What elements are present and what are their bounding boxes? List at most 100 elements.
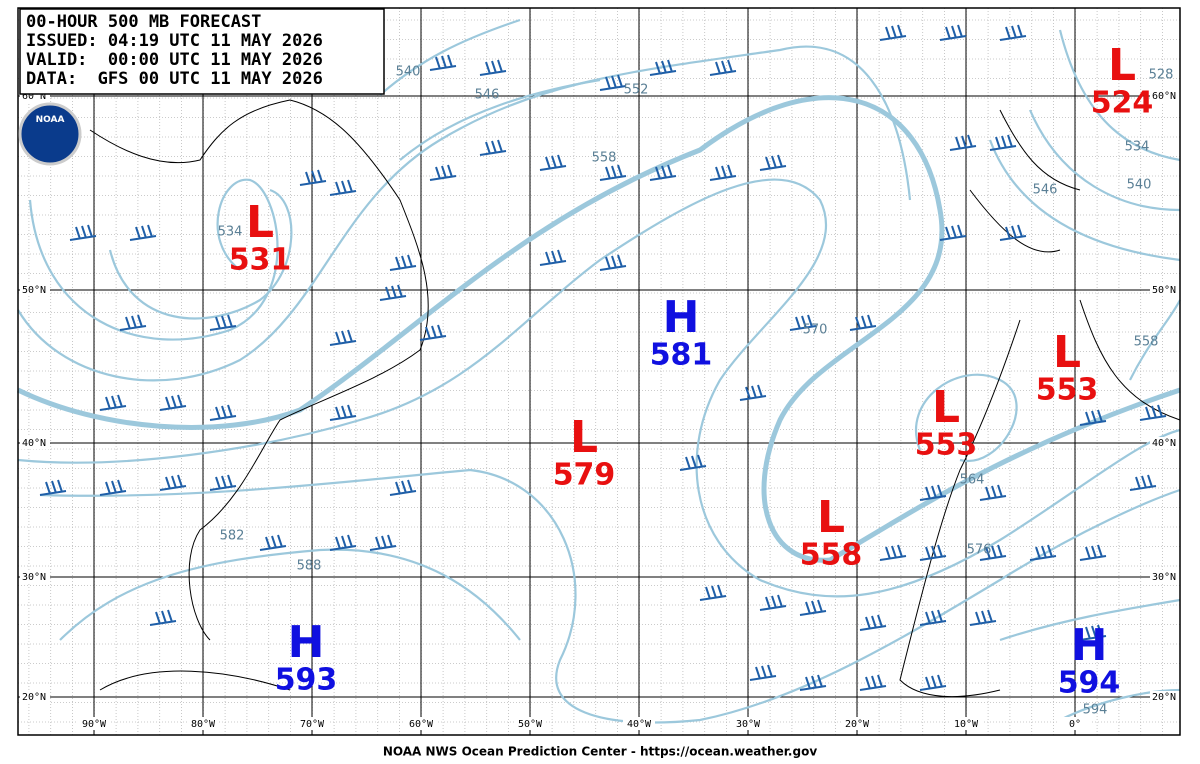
wind-barb [1129,474,1157,491]
lat-label: 60°N [22,91,46,102]
wind-barb [919,544,947,561]
contour-label: 546 [1033,183,1058,198]
lon-label-box [623,717,655,730]
wind-barb [389,479,417,496]
center-symbol: L [932,382,960,433]
wind-barb [939,224,967,241]
lon-label: 40°W [627,719,652,730]
wind-barb [649,59,677,76]
lon-label: 0° [1069,719,1081,730]
contour-label: 576 [967,543,992,558]
center-symbol: L [1108,40,1136,91]
logo [18,102,82,166]
wind-barb [979,544,1007,561]
wind-barb [679,454,707,471]
header-box [19,8,385,95]
wind-barb [919,484,947,501]
center-symbol: L [246,197,274,248]
contour-label: 558 [1134,335,1159,350]
lon-label-box [1059,717,1091,730]
center-symbol: H [288,617,325,668]
wind-barb [709,164,737,181]
lon-label-box [950,717,982,730]
wind-barb [209,314,237,331]
wind-barb [329,329,357,346]
wind-barb [379,284,407,301]
header-line: ISSUED: 04:19 UTC 11 MAY 2026 [26,31,323,51]
logo-text: NOAA [36,115,65,125]
lon-label-box [732,717,764,730]
wind-barb [539,154,567,171]
wind-barb [69,224,97,241]
header-line: 00-HOUR 500 MB FORECAST [26,12,261,32]
lat-label-box [1150,691,1180,703]
wind-barb [799,599,827,616]
wind-barb [789,314,817,331]
center-value: 553 [1036,373,1099,408]
contour-label: 588 [297,559,322,574]
contours [16,18,1181,724]
wind-barb [1139,404,1167,421]
center-value: 531 [229,243,292,278]
lat-label-box [1150,571,1180,583]
lon-label: 60°W [409,719,434,730]
contour-label: 546 [475,88,500,103]
lat-label: 60°N [1152,91,1176,102]
wind-barb [979,484,1007,501]
lat-label: 30°N [22,572,46,583]
wind-barb [99,479,127,496]
lat-label: 50°N [22,285,46,296]
lon-label: 20°W [845,719,870,730]
lon-label-box [78,717,110,730]
lon-label: 30°W [736,719,761,730]
wind-barb [879,544,907,561]
center-value: 581 [650,338,713,373]
wind-barb [699,584,727,601]
lat-label-box [1150,437,1180,449]
wind-barb [119,314,147,331]
wind-barb [1029,544,1057,561]
contour-label: 564 [960,473,985,488]
center-value: 594 [1058,666,1121,701]
lon-label-box [841,717,873,730]
wind-barb [329,179,357,196]
contour-label: 558 [592,151,617,166]
wind-barb [799,674,827,691]
wind-barb [1079,624,1107,641]
wind-barb [329,534,357,551]
wind-barb [749,664,777,681]
wind-barb [129,224,157,241]
lon-label-box [296,717,328,730]
center-value: 558 [800,538,863,573]
wind-barb [879,24,907,41]
wind-barb [859,674,887,691]
lat-label: 20°N [1152,692,1176,703]
lat-label-box [20,437,50,449]
wind-barb [599,254,627,271]
wind-barb [759,154,787,171]
lon-label: 50°W [518,719,543,730]
wind-barb [329,404,357,421]
wind-barb [429,164,457,181]
wind-barb [709,59,737,76]
wind-barb [159,474,187,491]
contour-label: 540 [396,65,421,80]
wind-barb [369,534,397,551]
wind-barb [999,224,1027,241]
wind-barb [759,594,787,611]
map-frame [17,7,1181,736]
header-line: VALID: 00:00 UTC 11 MAY 2026 [26,50,323,70]
lon-label-box [187,717,219,730]
lon-label: 90°W [82,719,107,730]
wind-barb [209,404,237,421]
header-line: DATA: GFS 00 UTC 11 MAY 2026 [26,69,323,89]
wind-barb [599,74,627,91]
wind-barb [389,254,417,271]
contour-label: 582 [220,529,245,544]
contour-label: 570 [803,323,828,338]
wind-barb [969,609,997,626]
contour-label: 552 [624,83,649,98]
wind-barb [99,394,127,411]
